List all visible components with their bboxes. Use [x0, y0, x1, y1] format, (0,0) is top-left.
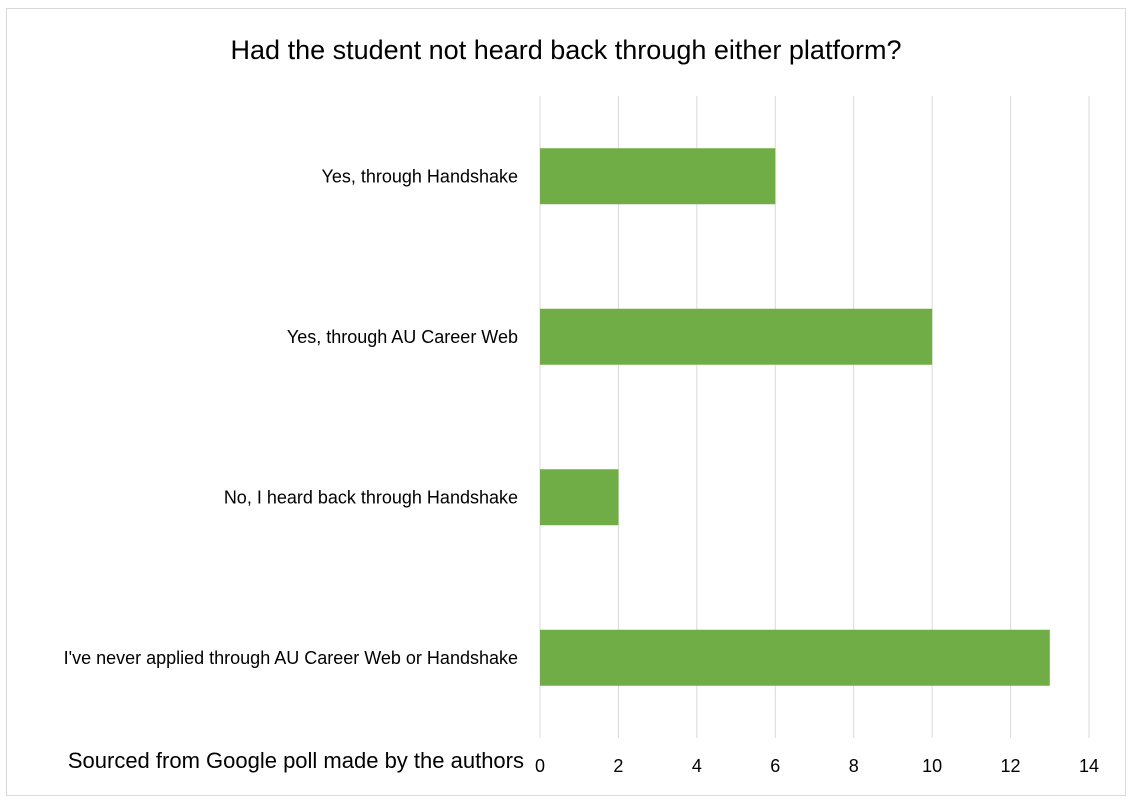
x-tick-label-4: 4 [692, 756, 702, 776]
category-label-2: No, I heard back through Handshake [224, 487, 518, 507]
bars [540, 148, 1050, 686]
x-tick-label-14: 14 [1079, 756, 1099, 776]
chart-title: Had the student not heard back through e… [231, 35, 902, 65]
x-tick-label-8: 8 [849, 756, 859, 776]
bar-2 [540, 469, 619, 526]
category-label-0: Yes, through Handshake [322, 166, 518, 186]
category-labels: Yes, through Handshake Yes, through AU Ca… [64, 166, 518, 668]
category-label-1: Yes, through AU Career Web [287, 327, 518, 347]
bar-3 [540, 629, 1050, 686]
bar-0 [540, 148, 776, 205]
source-note: Sourced from Google poll made by the aut… [68, 748, 524, 773]
x-tick-label-2: 2 [613, 756, 623, 776]
bar-1 [540, 308, 933, 365]
category-label-3: I've never applied through AU Career Web… [64, 648, 518, 668]
x-tick-label-0: 0 [535, 756, 545, 776]
x-tick-label-12: 12 [1001, 756, 1021, 776]
x-axis-tick-labels: 0 2 4 6 8 10 12 14 [535, 756, 1099, 776]
x-tick-label-6: 6 [770, 756, 780, 776]
x-tick-label-10: 10 [922, 756, 942, 776]
